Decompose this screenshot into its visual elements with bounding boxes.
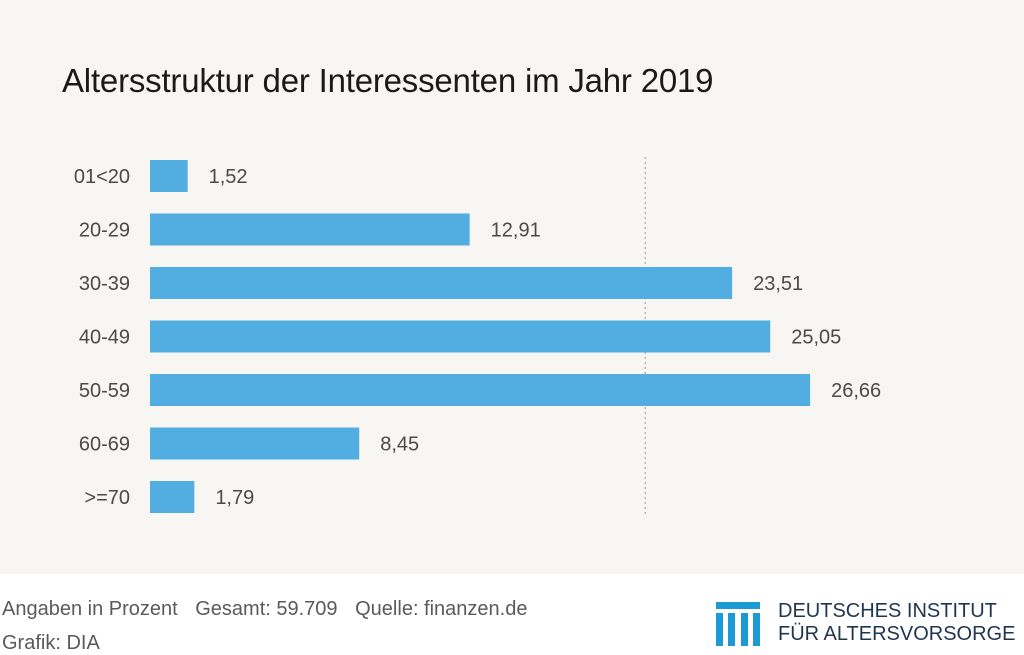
dia-logo-icon [716,602,760,646]
logo-line-2: FÜR ALTERSVORSORGE [778,623,1016,645]
chart-panel: Altersstruktur der Interessenten im Jahr… [0,0,1024,574]
value-label: 1,79 [215,487,254,509]
value-label: 23,51 [753,273,803,295]
bar [150,427,360,460]
bar [150,213,470,246]
category-label: 50-59 [79,380,130,402]
category-label: 30-39 [79,273,130,295]
unit-note: Angaben in Prozent [2,598,178,620]
value-label: 8,45 [380,434,419,456]
bar [150,267,733,299]
value-label: 26,66 [831,380,881,402]
bar [150,374,811,406]
footer-notes: Angaben in Prozent Gesamt: 59.709 Quelle… [2,598,539,621]
value-label: 25,05 [791,327,841,349]
bar-chart: 01<20 1,52 20-29 12,91 30-39 23,51 40-49 25,05 5… [74,157,881,515]
footer: Angaben in Prozent Gesamt: 59.709 Quelle… [0,574,1024,654]
bar [150,320,771,353]
category-label: 01<20 [74,166,130,188]
dia-logo-text: DEUTSCHES INSTITUT FÜR ALTERSVORSORGE [778,600,1024,646]
source-note: Quelle: finanzen.de [355,598,528,620]
category-label: 60-69 [79,434,130,456]
bar [150,481,195,513]
value-label: 12,91 [491,220,541,242]
credit-note: Grafik: DIA [2,632,100,654]
category-label: >=70 [84,487,130,509]
category-label: 20-29 [79,220,130,242]
value-label: 1,52 [209,166,248,188]
category-label: 40-49 [79,327,130,349]
logo-line-1: DEUTSCHES INSTITUT [778,600,997,622]
chart-title: Altersstruktur der Interessenten im Jahr… [62,62,714,99]
bar [150,160,188,192]
total-note: Gesamt: 59.709 [195,598,338,620]
